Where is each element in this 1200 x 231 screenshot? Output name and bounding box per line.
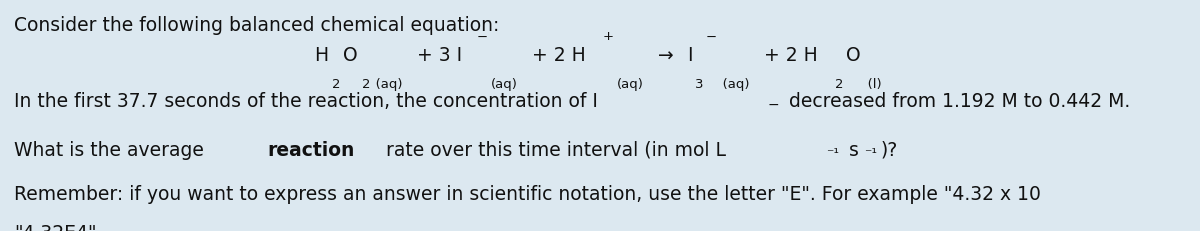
Text: + 3 I: + 3 I	[410, 46, 462, 65]
Text: (aq): (aq)	[720, 78, 750, 91]
Text: H: H	[313, 46, 328, 65]
Text: reaction: reaction	[268, 141, 354, 160]
Text: + 2 H: + 2 H	[758, 46, 817, 65]
Text: (aq): (aq)	[491, 78, 518, 91]
Text: 3: 3	[695, 78, 703, 91]
Text: What is the average: What is the average	[14, 141, 210, 160]
Text: (aq): (aq)	[373, 78, 402, 91]
Text: rate over this time interval (in mol L: rate over this time interval (in mol L	[380, 141, 726, 160]
Text: (aq): (aq)	[617, 78, 644, 91]
Text: Consider the following balanced chemical equation:: Consider the following balanced chemical…	[14, 16, 499, 35]
Text: 2: 2	[835, 78, 844, 91]
Text: −: −	[476, 30, 488, 43]
Text: I: I	[688, 46, 694, 65]
Text: 2: 2	[332, 78, 341, 91]
Text: decreased from 1.192 M to 0.442 M.: decreased from 1.192 M to 0.442 M.	[782, 92, 1130, 111]
Text: + 2 H: + 2 H	[526, 46, 586, 65]
Text: s: s	[844, 141, 859, 160]
Text: Remember: if you want to express an answer in scientific notation, use the lette: Remember: if you want to express an answ…	[14, 185, 1042, 204]
Text: 2: 2	[361, 78, 370, 91]
Text: In the first 37.7 seconds of the reaction, the concentration of I: In the first 37.7 seconds of the reactio…	[14, 92, 599, 111]
Text: →: →	[652, 46, 679, 65]
Text: ⁻¹: ⁻¹	[827, 147, 839, 161]
Text: (l): (l)	[865, 78, 882, 91]
Text: )?: )?	[881, 141, 898, 160]
Text: ⁻¹: ⁻¹	[864, 147, 876, 161]
Text: −: −	[706, 30, 716, 43]
Text: O: O	[846, 46, 860, 65]
Text: O: O	[343, 46, 358, 65]
Text: +: +	[602, 30, 614, 43]
Text: "4.32E4".: "4.32E4".	[14, 224, 103, 231]
Text: −: −	[768, 98, 780, 112]
